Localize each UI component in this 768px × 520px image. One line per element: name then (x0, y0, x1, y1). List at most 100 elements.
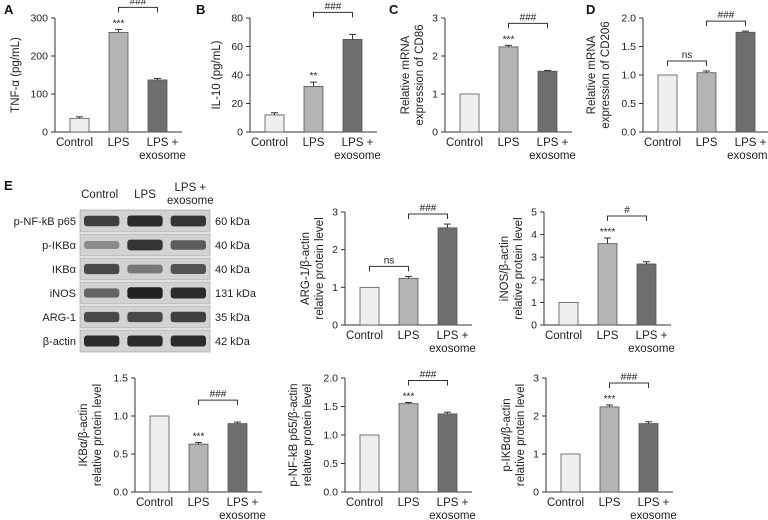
y-tick-label: 0.0 (621, 127, 636, 139)
y-axis-title: TNF-α (pg/mL) (10, 37, 22, 113)
bar-2 (696, 72, 717, 133)
y-tick-label: 0 (531, 320, 537, 332)
y-axis-title: p-NF-kB p65/β-actin (288, 383, 300, 486)
comparison-bracket (408, 380, 448, 386)
bar-1 (69, 117, 90, 133)
comparison-bracket (198, 399, 238, 406)
protein-label: ARG-1 (42, 312, 76, 324)
y-tick-label: 0.0 (323, 487, 338, 499)
comparison-label: ns (384, 255, 395, 266)
y-tick-label: 2 (533, 411, 539, 423)
blot-band (170, 335, 206, 347)
bar-3 (537, 70, 558, 133)
bar-3 (227, 423, 248, 493)
molecular-weight-label: 131 kDa (215, 288, 257, 300)
chart-8: 0.0 0.5 1.0 1.5 2.0 p-NF-kB p65/β-actin relati… (288, 370, 476, 520)
comparison-bracket (609, 382, 649, 388)
blot-band (84, 263, 120, 275)
bar-1 (558, 301, 579, 326)
x-tick-label: LPS (108, 137, 130, 149)
x-tick-label: LPS (498, 137, 520, 149)
bar-1 (359, 434, 380, 493)
protein-label: β-actin (43, 336, 76, 348)
y-tick-label: 0.5 (113, 449, 128, 461)
comparison-label: ### (420, 370, 437, 381)
bar-2 (108, 32, 129, 133)
bar-1 (359, 286, 380, 326)
y-tick-label: 1.5 (323, 401, 338, 413)
x-tick-label: exosome (727, 150, 768, 162)
chart-9: 0 1 2 3 p-IKBα/β-actin relative protein level… (501, 372, 677, 520)
blot-band (84, 215, 120, 227)
comparison-label: ### (420, 203, 437, 214)
x-tick-label: Control (547, 497, 584, 509)
protein-label: p-NF-kB p65 (14, 216, 76, 228)
lane-label: exosome (167, 195, 214, 207)
chart-6: 0 1 2 3 4 5 iNOS/β-actin relative protein level… (499, 205, 675, 355)
y-tick-label: 1 (531, 297, 537, 309)
y-tick-label: 2 (432, 51, 438, 63)
y-axis-title: IL-10 (pg/mL) (211, 40, 223, 109)
x-tick-label: LPS + (437, 497, 469, 509)
x-tick-label: LPS (599, 497, 621, 509)
y-tick-label: 20 (231, 98, 243, 110)
x-tick-label: Control (545, 330, 582, 342)
y-tick-label: 3 (533, 373, 539, 385)
western-blot: E Control LPS LPS +exosome p-NF-kB p65 60 kDa… (4, 178, 257, 353)
comparison-label: ns (682, 50, 693, 61)
comparison-label: ### (621, 372, 638, 383)
chart-4: D 0.0 0.5 1.0 1.5 2.0 Relative mRNA expression … (586, 2, 768, 162)
blot-band (84, 335, 120, 347)
comparison-bracket (313, 11, 353, 18)
bar-1 (657, 74, 678, 133)
lane-label: Control (81, 189, 118, 201)
molecular-weight-label: 40 kDa (215, 264, 251, 276)
y-axis-title: expression of CD86 (414, 25, 426, 126)
bar-3 (147, 79, 168, 133)
y-tick-label: 300 (30, 13, 48, 25)
blot-band (170, 287, 206, 299)
blot-band (170, 264, 206, 274)
comparison-label: ### (718, 10, 735, 21)
comparison-label: ### (210, 389, 227, 400)
y-tick-label: 3 (332, 207, 338, 219)
y-axis-title: relative protein level (92, 384, 104, 486)
panel-letter: C (389, 2, 399, 17)
x-tick-label: LPS (303, 137, 325, 149)
lane-label: LPS (134, 189, 156, 201)
protein-label: p-IKBα (42, 240, 77, 252)
bar-3 (437, 227, 458, 326)
protein-label: iNOS (50, 288, 76, 300)
y-axis-title: relative protein level (513, 217, 525, 319)
comparison-bracket (607, 215, 647, 221)
molecular-weight-label: 60 kDa (215, 216, 251, 228)
bar-1 (149, 415, 170, 493)
blot-band (127, 264, 163, 274)
panel-letter: D (586, 2, 595, 17)
panel-letter: A (4, 2, 14, 17)
blot-band (84, 311, 120, 323)
x-tick-label: LPS (188, 497, 210, 509)
significance-mark: ** (310, 71, 318, 82)
bar-2 (599, 406, 620, 493)
x-tick-label: exosome (529, 150, 576, 162)
y-tick-label: 80 (231, 13, 243, 25)
blot-band (170, 311, 206, 323)
blot-band (127, 335, 163, 347)
x-tick-label: Control (136, 497, 173, 509)
y-tick-label: 1.0 (113, 411, 128, 423)
y-tick-label: 100 (30, 89, 48, 101)
x-tick-label: Control (446, 137, 483, 149)
bar-2 (498, 46, 519, 133)
significance-mark: **** (600, 227, 616, 238)
comparison-bracket (408, 213, 448, 220)
bar-2 (398, 403, 419, 493)
x-tick-label: Control (56, 137, 93, 149)
y-tick-label: 2.0 (323, 373, 338, 385)
blot-band (127, 215, 163, 227)
bar-3 (636, 263, 657, 326)
bar-2 (398, 277, 419, 326)
x-tick-label: LPS + (537, 137, 569, 149)
x-tick-label: Control (644, 137, 681, 149)
comparison-bracket (369, 265, 409, 272)
